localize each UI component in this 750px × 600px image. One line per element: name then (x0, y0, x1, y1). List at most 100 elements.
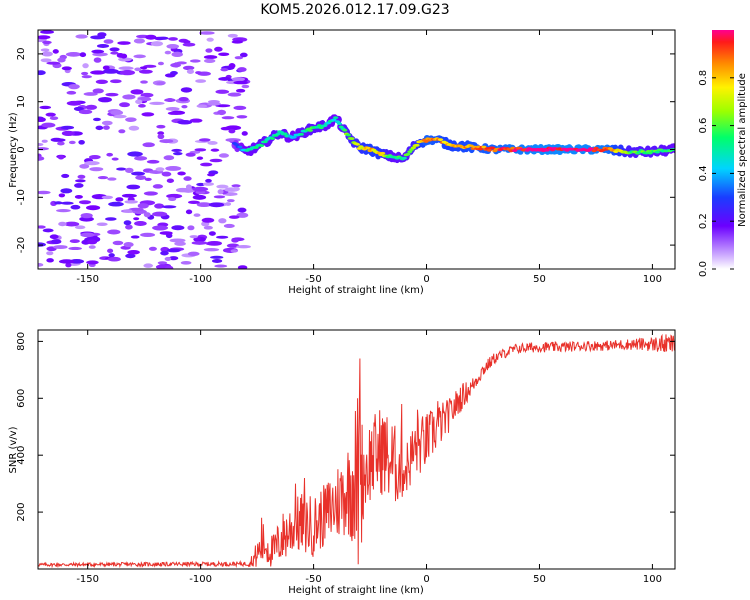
noise-blob (85, 104, 98, 110)
noise-blob (91, 49, 105, 54)
noise-blob (66, 100, 82, 106)
noise-blob (164, 73, 176, 78)
noise-blob (137, 203, 149, 209)
noise-blob (107, 229, 121, 235)
ridge-core (410, 146, 417, 150)
noise-blob (236, 115, 248, 119)
noise-blob (143, 191, 158, 196)
noise-blob (189, 235, 199, 239)
ridge-core (237, 145, 243, 149)
noise-blob (150, 41, 164, 47)
spectrogram-y-ticks: -20 -10 0 10 20 (16, 48, 675, 253)
noise-blob (57, 155, 65, 160)
noise-blob (123, 241, 134, 248)
noise-blob (205, 178, 212, 183)
noise-blob (187, 225, 195, 231)
noise-blob (60, 201, 74, 205)
noise-blob (80, 212, 93, 219)
noise-blob (38, 142, 44, 147)
x-tick-label: 0 (423, 274, 429, 285)
noise-blob (144, 177, 152, 182)
figure-title: KOM5.2026.012.17.09.G23 (260, 2, 449, 18)
noise-blob (193, 213, 201, 217)
noise-blob (170, 62, 182, 68)
snr-panel: -150 -100 -50 0 50 100 200 400 600 800 Height of… (8, 329, 676, 596)
noise-blob (225, 138, 241, 142)
x-tick-label: -50 (305, 274, 321, 285)
noise-blob (157, 61, 164, 66)
noise-blob (236, 245, 251, 249)
ridge-core (298, 132, 304, 136)
noise-blob (102, 125, 110, 130)
noise-blob (185, 209, 193, 215)
noise-blob (215, 89, 230, 94)
noise-blob (77, 174, 86, 179)
noise-blob (68, 246, 82, 251)
noise-blob (64, 221, 80, 227)
noise-blob (196, 156, 204, 160)
colorbar-tick-label: 0.6 (698, 118, 709, 134)
noise-blob (241, 84, 250, 89)
spectrogram-marks (38, 30, 675, 269)
noise-blob (208, 231, 216, 236)
noise-blob (108, 253, 115, 258)
ridge-core (407, 150, 413, 154)
noise-blob (73, 106, 84, 111)
noise-blob (171, 148, 182, 153)
noise-blob (187, 200, 200, 205)
noise-blob (45, 112, 56, 117)
noise-blob (138, 104, 146, 108)
ridge-core (345, 133, 351, 137)
y-tick-label: -10 (16, 189, 27, 205)
colorbar-tick-label: 0.8 (698, 70, 709, 86)
noise-blob (111, 157, 119, 161)
noise-blob (161, 171, 172, 177)
noise-blob (130, 235, 140, 239)
noise-blob (180, 87, 193, 93)
noise-blob (236, 212, 249, 218)
snr-y-label: SNR (v/v) (8, 426, 19, 473)
noise-blob (195, 71, 202, 75)
noise-blob (165, 107, 180, 111)
noise-blob (128, 125, 140, 131)
noise-blob (66, 90, 77, 95)
noise-blob (110, 110, 124, 116)
noise-blob (42, 40, 52, 45)
noise-blob (216, 184, 229, 189)
colorbar: 0.0 0.2 0.4 0.6 0.8 Normalized spectral ampl… (698, 30, 748, 277)
noise-blob (177, 171, 186, 176)
noise-blob (131, 171, 146, 176)
colorbar-gradient (712, 30, 734, 269)
noise-blob (118, 66, 134, 70)
noise-blob (78, 109, 93, 115)
noise-blob (96, 222, 108, 227)
x-tick-label: 100 (643, 574, 662, 585)
noise-blob (74, 194, 83, 199)
noise-blob (46, 251, 54, 256)
ridge-core (349, 137, 355, 141)
noise-blob (133, 217, 140, 221)
noise-blob (134, 156, 148, 161)
x-tick-label: 100 (643, 274, 662, 285)
noise-blob (171, 51, 184, 58)
noise-blob (181, 105, 188, 109)
ridge-core (486, 148, 492, 152)
noise-blob (231, 40, 244, 44)
noise-blob (101, 120, 113, 126)
x-tick-label: 50 (533, 574, 546, 585)
noise-blob (93, 117, 101, 122)
noise-blob (86, 205, 101, 211)
noise-blob (117, 41, 131, 45)
ridge-core (354, 142, 361, 146)
noise-blob (115, 197, 124, 202)
noise-blob (89, 167, 104, 172)
noise-blob (123, 220, 132, 226)
snr-plot-area (38, 330, 675, 569)
noise-blob (58, 259, 75, 264)
noise-blob (104, 217, 117, 221)
noise-blob (133, 54, 146, 59)
noise-blob (227, 199, 235, 203)
ridge-core (291, 135, 297, 139)
noise-blob (90, 70, 106, 75)
noise-blob (182, 65, 195, 71)
